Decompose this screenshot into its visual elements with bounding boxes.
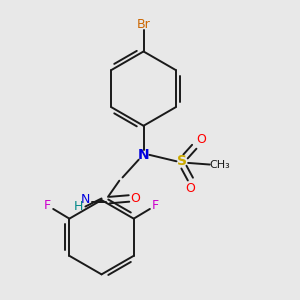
Text: O: O: [185, 182, 195, 195]
Text: CH₃: CH₃: [210, 160, 230, 170]
Text: N: N: [81, 193, 90, 206]
Text: H: H: [74, 200, 84, 213]
Text: O: O: [130, 192, 140, 205]
Text: S: S: [177, 154, 187, 168]
Text: F: F: [152, 199, 159, 212]
Text: F: F: [44, 199, 51, 212]
Text: N: N: [138, 148, 149, 162]
Text: Br: Br: [137, 17, 150, 31]
Text: O: O: [196, 133, 206, 146]
